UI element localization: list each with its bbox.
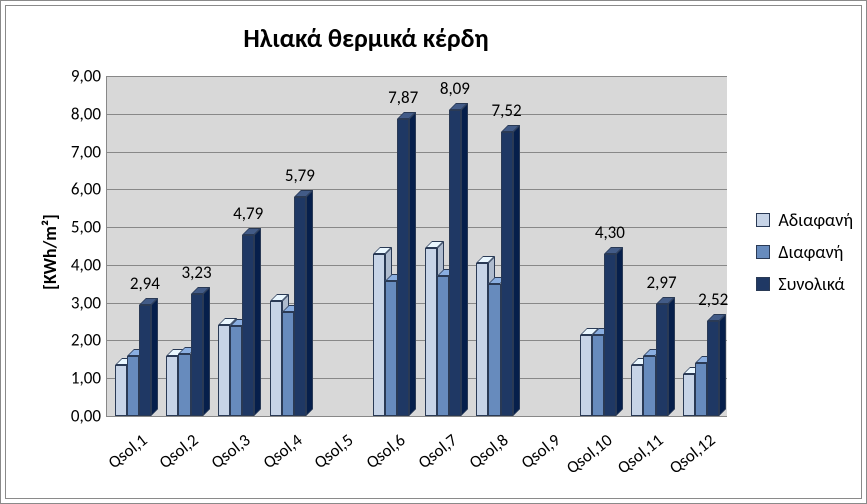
bar: [604, 254, 616, 416]
plot-area: 0,001,002,003,004,005,006,007,008,009,00…: [106, 76, 727, 417]
bar: [592, 335, 604, 416]
xtick-label: Qsol,5: [302, 416, 361, 473]
bar-side: [254, 228, 261, 416]
bar: [707, 321, 719, 416]
bar-group: 2,52Qsol,12: [675, 76, 727, 416]
bar: [385, 281, 397, 416]
xtick-label: Qsol,8: [457, 416, 516, 473]
bar: [127, 356, 139, 416]
bar: [643, 356, 655, 416]
legend-label: Διαφανή: [778, 241, 843, 263]
chart-inner-frame: Ηλιακά θερμικά κέρδη [KWh/m²] 0,001,002,…: [5, 5, 862, 499]
bar: [178, 354, 190, 416]
bar-side: [668, 297, 675, 416]
bar: [501, 132, 513, 416]
bar-side: [719, 314, 726, 416]
legend-swatch: [756, 213, 770, 227]
data-label: 2,94: [130, 273, 160, 296]
bar: [282, 312, 294, 416]
ytick-label: 3,00: [71, 292, 107, 313]
bar: [656, 304, 668, 416]
ytick-label: 4,00: [71, 254, 107, 275]
bar: [230, 326, 242, 416]
ytick-label: 2,00: [71, 330, 107, 351]
bar-group: 2,94Qsol,1: [107, 76, 159, 416]
legend-item: Αδιαφανή: [756, 209, 853, 231]
xtick-label: Qsol,9: [508, 416, 567, 473]
data-label: 7,52: [491, 100, 521, 123]
bar: [437, 276, 449, 416]
bar: [476, 263, 488, 416]
bar: [373, 254, 385, 416]
legend-item: Συνολικά: [756, 273, 853, 295]
bar-side: [151, 298, 158, 416]
bar: [139, 305, 151, 416]
data-label: 5,79: [285, 165, 315, 188]
bar-group: 3,23Qsol,2: [159, 76, 211, 416]
xtick-label: Qsol,2: [147, 416, 206, 473]
data-label: 2,52: [698, 289, 728, 312]
bar-side: [409, 112, 416, 416]
ytick-label: 8,00: [71, 103, 107, 124]
bar: [166, 356, 178, 416]
bar: [488, 284, 500, 416]
chart-title: Ηλιακά θερμικά κέρδη: [6, 22, 726, 54]
bar: [218, 325, 230, 416]
ytick-label: 7,00: [71, 141, 107, 162]
data-label: 3,23: [181, 262, 211, 285]
ytick-label: 9,00: [71, 66, 107, 87]
bar: [397, 119, 409, 416]
bar-side: [203, 287, 210, 416]
bar: [115, 365, 127, 416]
bar: [425, 248, 437, 416]
data-label: 2,97: [646, 272, 676, 295]
legend-swatch: [756, 245, 770, 259]
bar: [683, 374, 695, 416]
bar-group: 4,79Qsol,3: [210, 76, 262, 416]
bar: [631, 365, 643, 416]
data-label: 4,79: [233, 203, 263, 226]
bar-group: Qsol,5: [314, 76, 366, 416]
bar-group: 7,52Qsol,8: [469, 76, 521, 416]
ytick-label: 0,00: [71, 406, 107, 427]
chart-outer-frame: Ηλιακά θερμικά κέρδη [KWh/m²] 0,001,002,…: [0, 0, 867, 504]
bar: [270, 301, 282, 416]
bar: [242, 235, 254, 416]
xtick-label: Qsol,12: [657, 416, 723, 478]
legend-item: Διαφανή: [756, 241, 853, 263]
bar-group: 5,79Qsol,4: [262, 76, 314, 416]
bar: [449, 110, 461, 416]
bar-group: Qsol,9: [520, 76, 572, 416]
ytick-label: 5,00: [71, 217, 107, 238]
legend: Αδιαφανή Διαφανή Συνολικά: [756, 199, 853, 305]
y-axis-label: [KWh/m²]: [39, 214, 61, 290]
ytick-label: 1,00: [71, 368, 107, 389]
data-label: 8,09: [440, 78, 470, 101]
bar-group: 7,87Qsol,6: [365, 76, 417, 416]
legend-label: Αδιαφανή: [778, 209, 853, 231]
bar-group: 2,97Qsol,11: [624, 76, 676, 416]
bar-side: [306, 190, 313, 416]
bar: [191, 294, 203, 416]
bar-side: [616, 247, 623, 416]
legend-swatch: [756, 277, 770, 291]
xtick-label: Qsol,3: [198, 416, 257, 473]
bar-group: 8,09Qsol,7: [417, 76, 469, 416]
data-label: 7,87: [388, 87, 418, 110]
bar: [580, 335, 592, 416]
legend-label: Συνολικά: [778, 273, 844, 295]
bar-group: 4,30Qsol,10: [572, 76, 624, 416]
bar-side: [461, 103, 468, 416]
bar: [695, 363, 707, 416]
bar-side: [513, 125, 520, 416]
data-label: 4,30: [595, 222, 625, 245]
bar: [294, 197, 306, 416]
xtick-label: Qsol,6: [353, 416, 412, 473]
ytick-label: 6,00: [71, 179, 107, 200]
